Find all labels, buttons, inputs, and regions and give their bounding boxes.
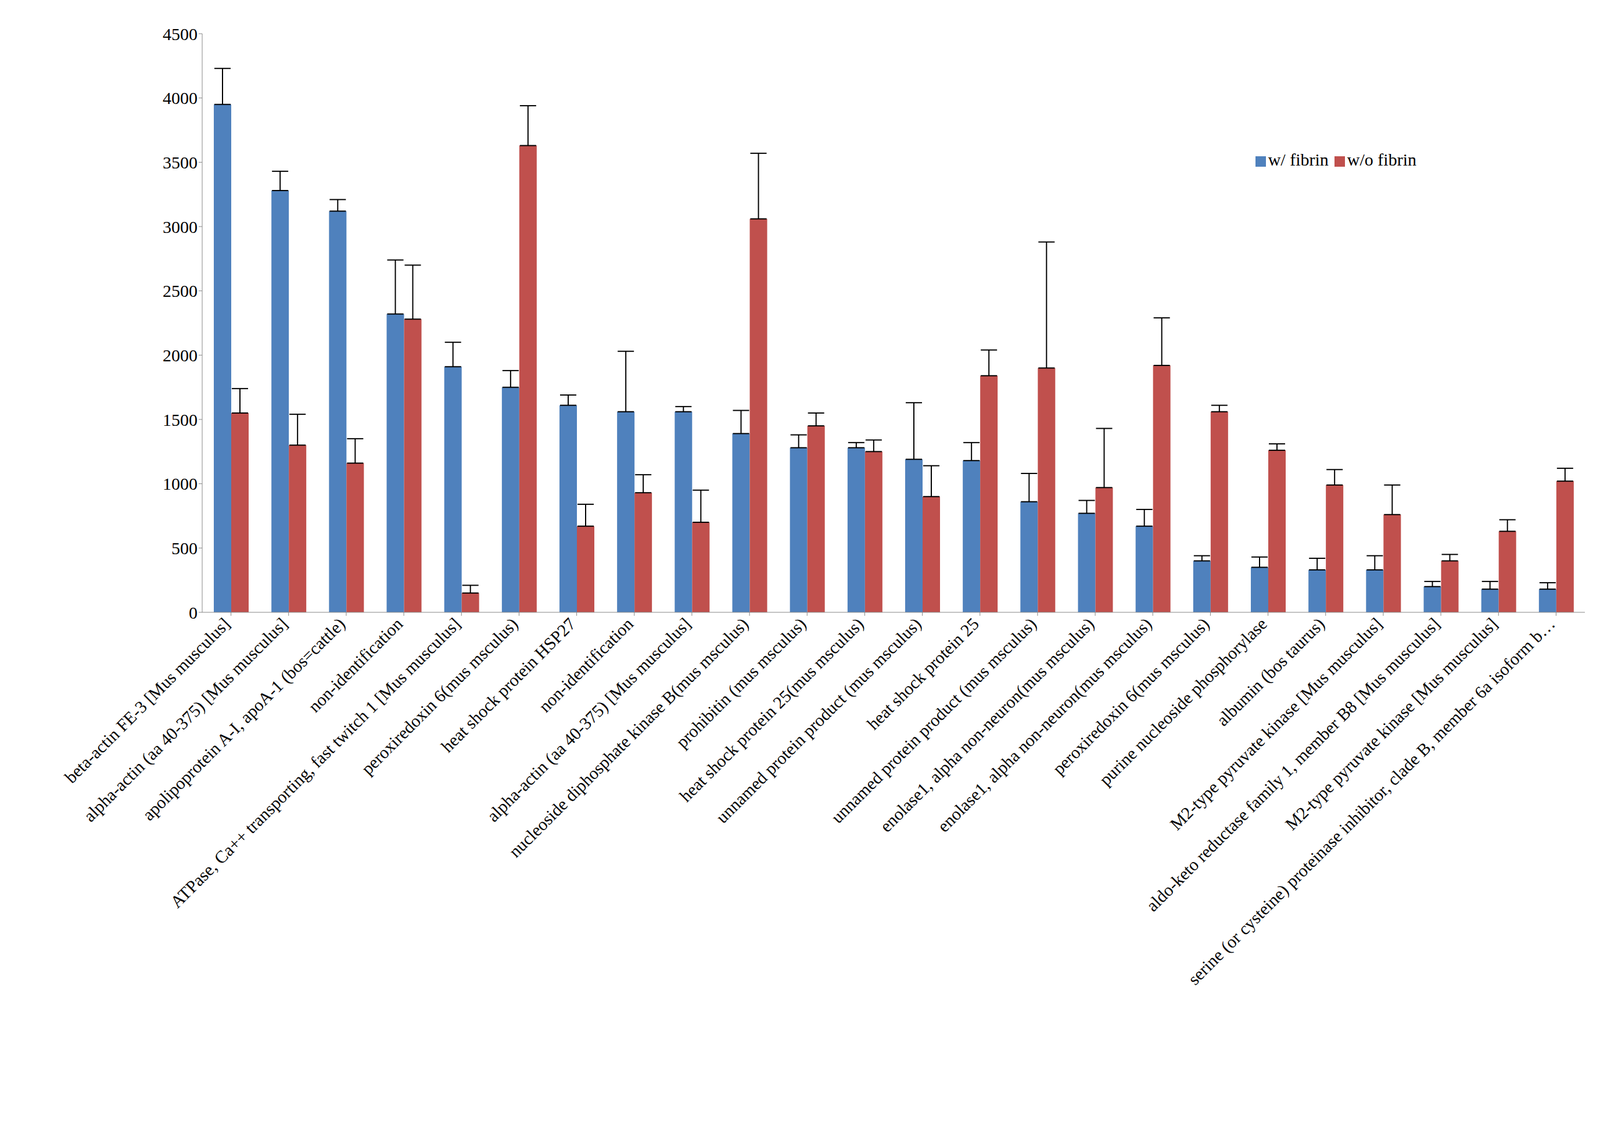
svg-text:alpha-actin (aa 40-375) [Mus m: alpha-actin (aa 40-375) [Mus musculus] — [482, 614, 695, 827]
svg-text:M2-type pyruvate kinase [Mus m: M2-type pyruvate kinase [Mus musculus] — [1281, 614, 1501, 834]
svg-text:M2-type pyruvate kinase [Mus m: M2-type pyruvate kinase [Mus musculus] — [1166, 614, 1386, 834]
svg-text:4000: 4000 — [162, 88, 198, 108]
svg-text:2500: 2500 — [162, 281, 198, 301]
svg-text:500: 500 — [171, 538, 198, 558]
svg-text:heat shock protein 25: heat shock protein 25 — [863, 614, 983, 734]
svg-text:0: 0 — [188, 603, 198, 623]
svg-text:enolase1, alpha non-neuron(mus: enolase1, alpha non-neuron(mus msculus) — [933, 614, 1156, 837]
svg-text:aldo-keto reductase family 1,: aldo-keto reductase family 1, member B8 … — [1142, 614, 1444, 916]
svg-text:ATPase, Ca++ transporting, fas: ATPase, Ca++ transporting, fast twitch 1… — [166, 614, 464, 912]
svg-text:4500: 4500 — [162, 24, 198, 44]
html-text:w/ fibrin: w/ fibrin — [1268, 149, 1329, 170]
svg-text:1500: 1500 — [162, 410, 198, 430]
svg-text:non-identification: non-identification — [304, 614, 407, 716]
svg-text:3500: 3500 — [162, 152, 198, 172]
svg-text:serine (or cysteine) proteinas: serine (or cysteine) proteinase inhibito… — [1184, 614, 1559, 989]
svg-text:purine nucleoside phosphorylas: purine nucleoside phosphorylase — [1095, 614, 1271, 790]
svg-text:heat shock protein 25(mus mscu: heat shock protein 25(mus msculus) — [675, 614, 868, 806]
svg-text:enolase1, alpha non-neuron(mus: enolase1, alpha non-neuron(mus msculus) — [876, 614, 1099, 837]
svg-text:unnamed protein product (mus m: unnamed protein product (mus msculus) — [827, 614, 1041, 828]
svg-text:nucleoside diphosphate kinase: nucleoside diphosphate kinase B(mus mscu… — [504, 614, 753, 862]
svg-text:unnamed protein product (mus m: unnamed protein product (mus msculus) — [712, 614, 926, 828]
svg-text:peroxiredoxin 6(mus msculus): peroxiredoxin 6(mus msculus) — [1048, 614, 1213, 779]
svg-text:2000: 2000 — [162, 345, 198, 365]
svg-text:peroxiredoxin 6(mus msculus): peroxiredoxin 6(mus msculus) — [357, 614, 522, 779]
svg-text:alpha-actin (aa 40-375) [Mus m: alpha-actin (aa 40-375) [Mus musculus] — [79, 614, 292, 827]
html-text:w/o fibrin: w/o fibrin — [1347, 149, 1417, 170]
svg-text:apolipoprotein A-I, apoA-1 (bo: apolipoprotein A-I, apoA-1 (bos=cattle) — [138, 614, 350, 825]
svg-text:3000: 3000 — [162, 217, 198, 237]
svg-text:heat shock protein HSP27: heat shock protein HSP27 — [437, 614, 580, 756]
svg-text:beta-actin FE-3 [Mus musculus]: beta-actin FE-3 [Mus musculus] — [60, 614, 234, 787]
svg-text:albumin (bos taurus): albumin (bos taurus) — [1212, 614, 1329, 731]
svg-text:prohibitin (mus msculus): prohibitin (mus msculus) — [672, 614, 810, 752]
svg-text:1000: 1000 — [162, 474, 198, 494]
svg-text:non-identification: non-identification — [535, 614, 637, 716]
